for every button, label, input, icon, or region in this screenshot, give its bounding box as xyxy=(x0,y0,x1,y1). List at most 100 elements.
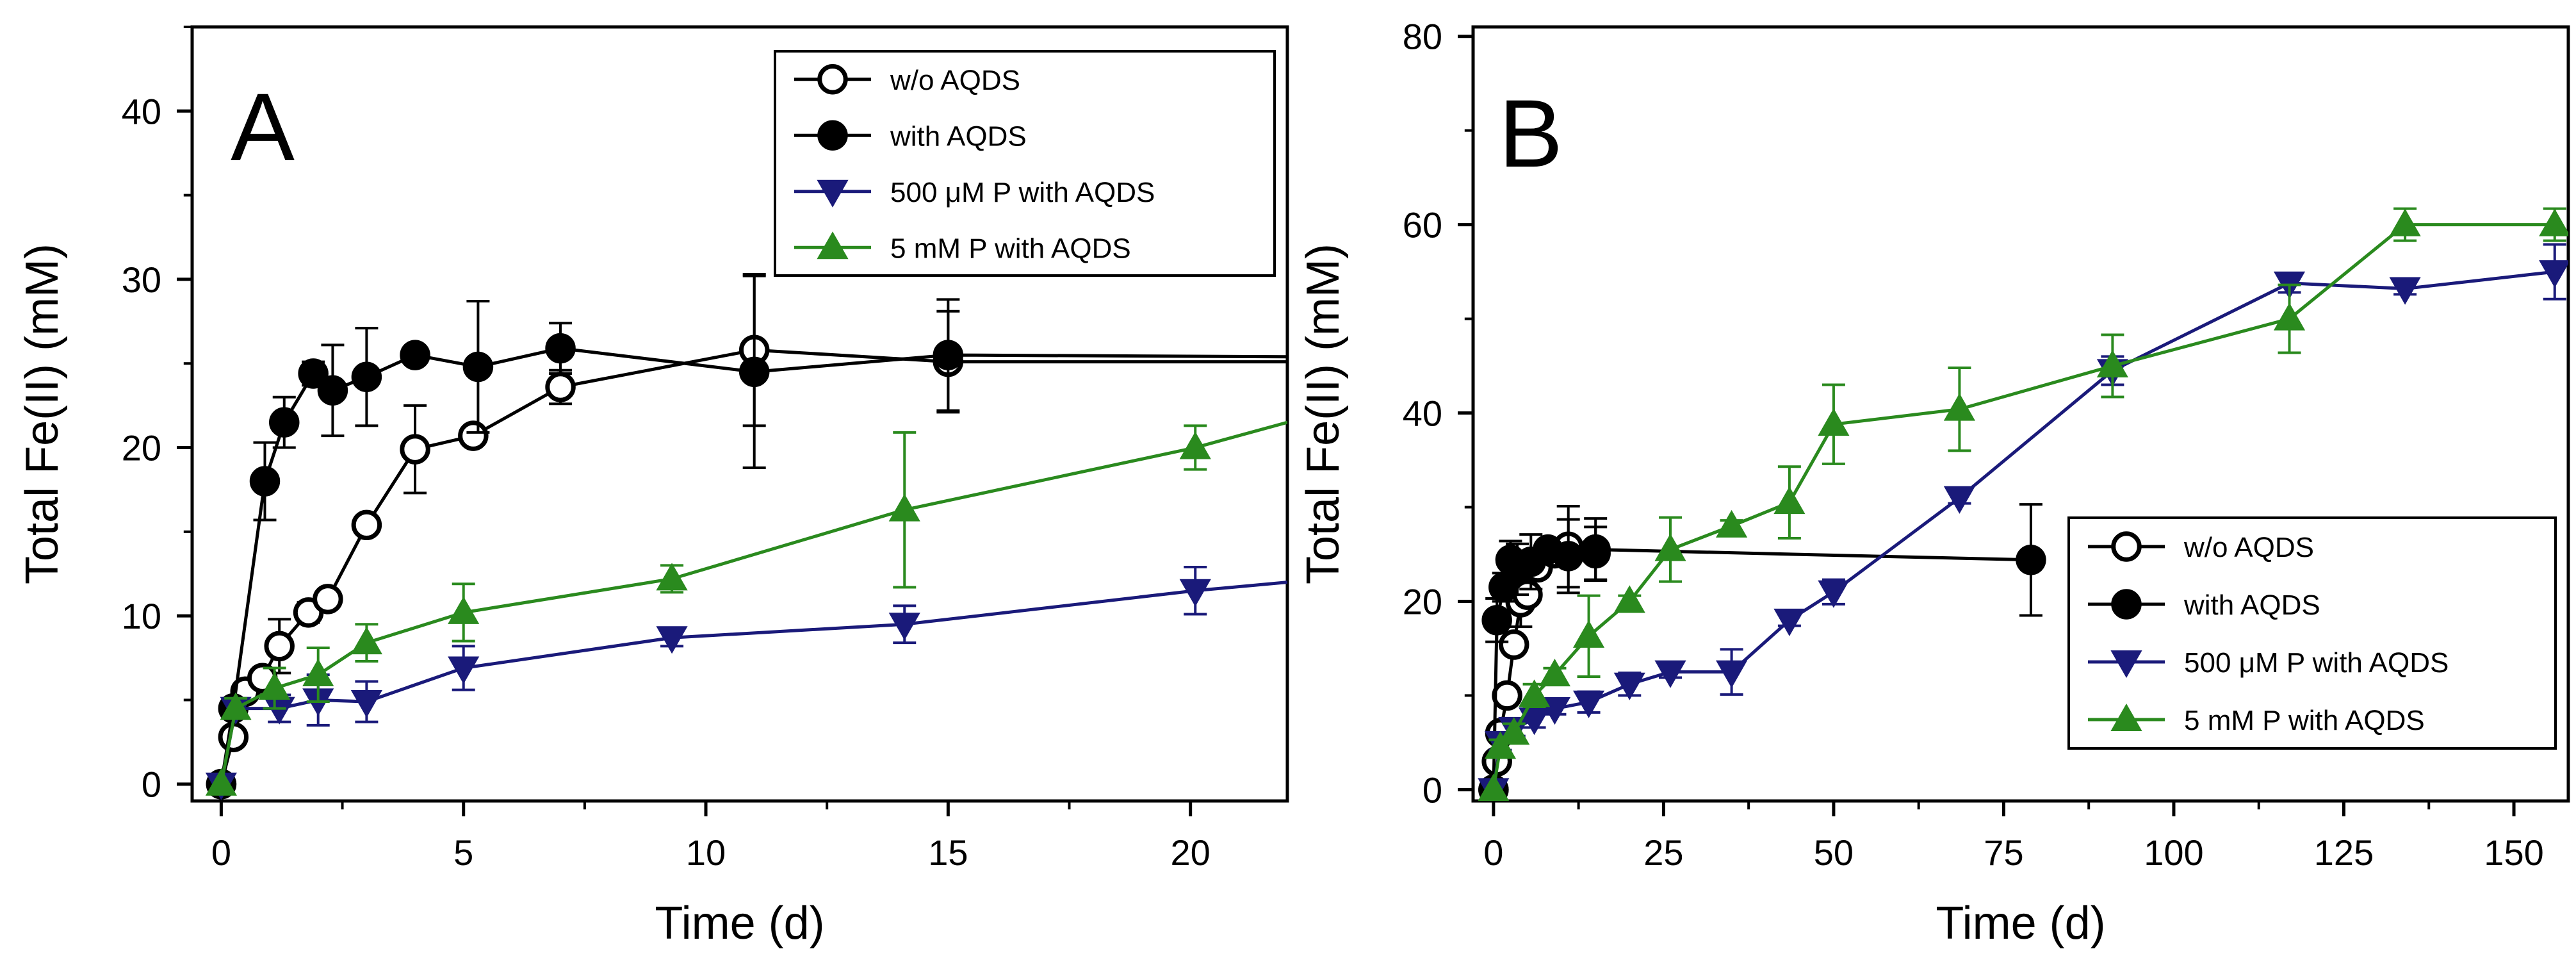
x-tick-label: 150 xyxy=(2484,832,2543,873)
data-point xyxy=(888,493,920,522)
data-point xyxy=(2539,208,2568,236)
data-point xyxy=(738,356,770,388)
y-tick-label: 60 xyxy=(1403,205,1442,245)
data-point xyxy=(1818,580,1850,608)
y-tick-label: 0 xyxy=(142,764,161,805)
data-point xyxy=(249,466,281,497)
legend-marker xyxy=(817,64,848,95)
series-group xyxy=(205,273,1287,800)
data-point xyxy=(1654,660,1686,688)
chart-panel-b: 0 25 50 75 100 125 150 0 20 40 60 80 Time (d) Total F… xyxy=(1298,17,2570,949)
legend-label: 500 μM P with AQDS xyxy=(2184,647,2449,679)
data-point xyxy=(2273,302,2306,331)
legend-label: 5 mM P with AQDS xyxy=(890,233,1131,264)
y-tick-label: 0 xyxy=(1423,770,1442,810)
series-line xyxy=(1492,547,2031,790)
data-point xyxy=(2539,260,2568,288)
legend-marker xyxy=(2111,531,2142,562)
data-point xyxy=(1519,679,1551,707)
data-point xyxy=(350,690,382,718)
legend-item-3: 5 mM P with AQDS xyxy=(794,231,1131,264)
data-point xyxy=(1716,660,1748,688)
y-axis-title: Total Fe(II) (mM) xyxy=(17,243,68,584)
data-point xyxy=(1613,672,1645,700)
legend-marker xyxy=(2110,703,2142,731)
y-tick-label: 40 xyxy=(122,91,161,131)
legend-item-1: with AQDS xyxy=(794,120,1027,152)
y-tick-label: 20 xyxy=(122,428,161,468)
series-3 xyxy=(1478,207,2568,801)
legend-item-2: 500 μM P with AQDS xyxy=(2088,647,2449,679)
y-tick-label: 40 xyxy=(1403,393,1442,434)
data-point xyxy=(1179,431,1211,459)
x-tick-label: 20 xyxy=(1171,832,1211,873)
data-point xyxy=(205,768,237,796)
legend-box xyxy=(2067,516,2557,750)
data-point xyxy=(1572,620,1605,648)
data-point xyxy=(1773,608,1806,636)
legend-item-0: w/o AQDS xyxy=(794,64,1020,96)
data-point xyxy=(1553,541,1584,572)
data-point xyxy=(458,420,489,451)
data-point xyxy=(1572,690,1605,718)
data-point xyxy=(269,407,300,438)
data-point xyxy=(448,656,480,684)
y-axis-title: Total Fe(II) (mM) xyxy=(1298,243,1349,584)
x-axis-title: Time (d) xyxy=(655,898,824,949)
x-axis-title: Time (d) xyxy=(1936,898,2105,949)
panel-label: A xyxy=(231,73,295,181)
data-point xyxy=(462,351,494,383)
data-point xyxy=(888,613,920,641)
data-point xyxy=(545,333,576,364)
legend: w/o AQDS with AQDS 500 μM P with AQDS 5 mM … xyxy=(2067,516,2557,750)
data-point xyxy=(1478,773,1510,801)
data-point xyxy=(302,659,334,687)
series-line xyxy=(219,581,1287,785)
data-point xyxy=(1498,629,1529,660)
x-tick-label: 10 xyxy=(686,832,726,873)
legend-label: 500 μM P with AQDS xyxy=(890,177,1155,208)
data-point xyxy=(1773,486,1806,515)
data-point xyxy=(317,375,348,406)
legend-item-1: with AQDS xyxy=(2088,589,2320,621)
data-point xyxy=(2096,350,2128,378)
data-point xyxy=(298,358,329,389)
data-point xyxy=(933,340,964,370)
y-tick-label: 30 xyxy=(122,260,161,300)
data-point xyxy=(545,372,576,402)
x-tick-label: 0 xyxy=(1483,832,1503,873)
legend-label: w/o AQDS xyxy=(890,65,1020,96)
data-point xyxy=(1492,680,1522,711)
plot-frame xyxy=(190,25,1289,803)
data-point xyxy=(350,627,382,655)
data-point xyxy=(1519,707,1551,736)
data-point xyxy=(400,434,430,465)
series-3 xyxy=(205,420,1287,796)
legend-label: 5 mM P with AQDS xyxy=(2184,705,2425,736)
series-line xyxy=(1492,223,2555,790)
data-point xyxy=(1613,585,1645,613)
data-point xyxy=(1484,731,1517,759)
legend-item-2: 500 μM P with AQDS xyxy=(794,177,1155,208)
data-point xyxy=(1179,579,1211,607)
y-tick-label: 80 xyxy=(1403,17,1442,57)
data-point xyxy=(1481,605,1512,636)
y-tick-label: 10 xyxy=(122,596,161,636)
data-point xyxy=(656,563,688,591)
x-tick-label: 100 xyxy=(2144,832,2203,873)
data-point xyxy=(1716,509,1748,538)
x-tick-label: 0 xyxy=(211,832,231,873)
legend: w/o AQDS with AQDS 500 μM P with AQDS 5 mM … xyxy=(774,50,1276,277)
data-point xyxy=(656,626,688,654)
data-point xyxy=(264,631,295,662)
legend-marker xyxy=(2111,589,2142,620)
series-line xyxy=(219,420,1287,785)
data-point xyxy=(351,361,382,392)
legend-marker xyxy=(817,120,848,151)
data-point xyxy=(1818,408,1850,436)
legend-label: with AQDS xyxy=(890,120,1027,152)
legend-marker xyxy=(817,231,849,260)
data-point xyxy=(351,509,382,541)
series-1 xyxy=(206,274,1287,800)
x-tick-label: 5 xyxy=(453,832,473,873)
